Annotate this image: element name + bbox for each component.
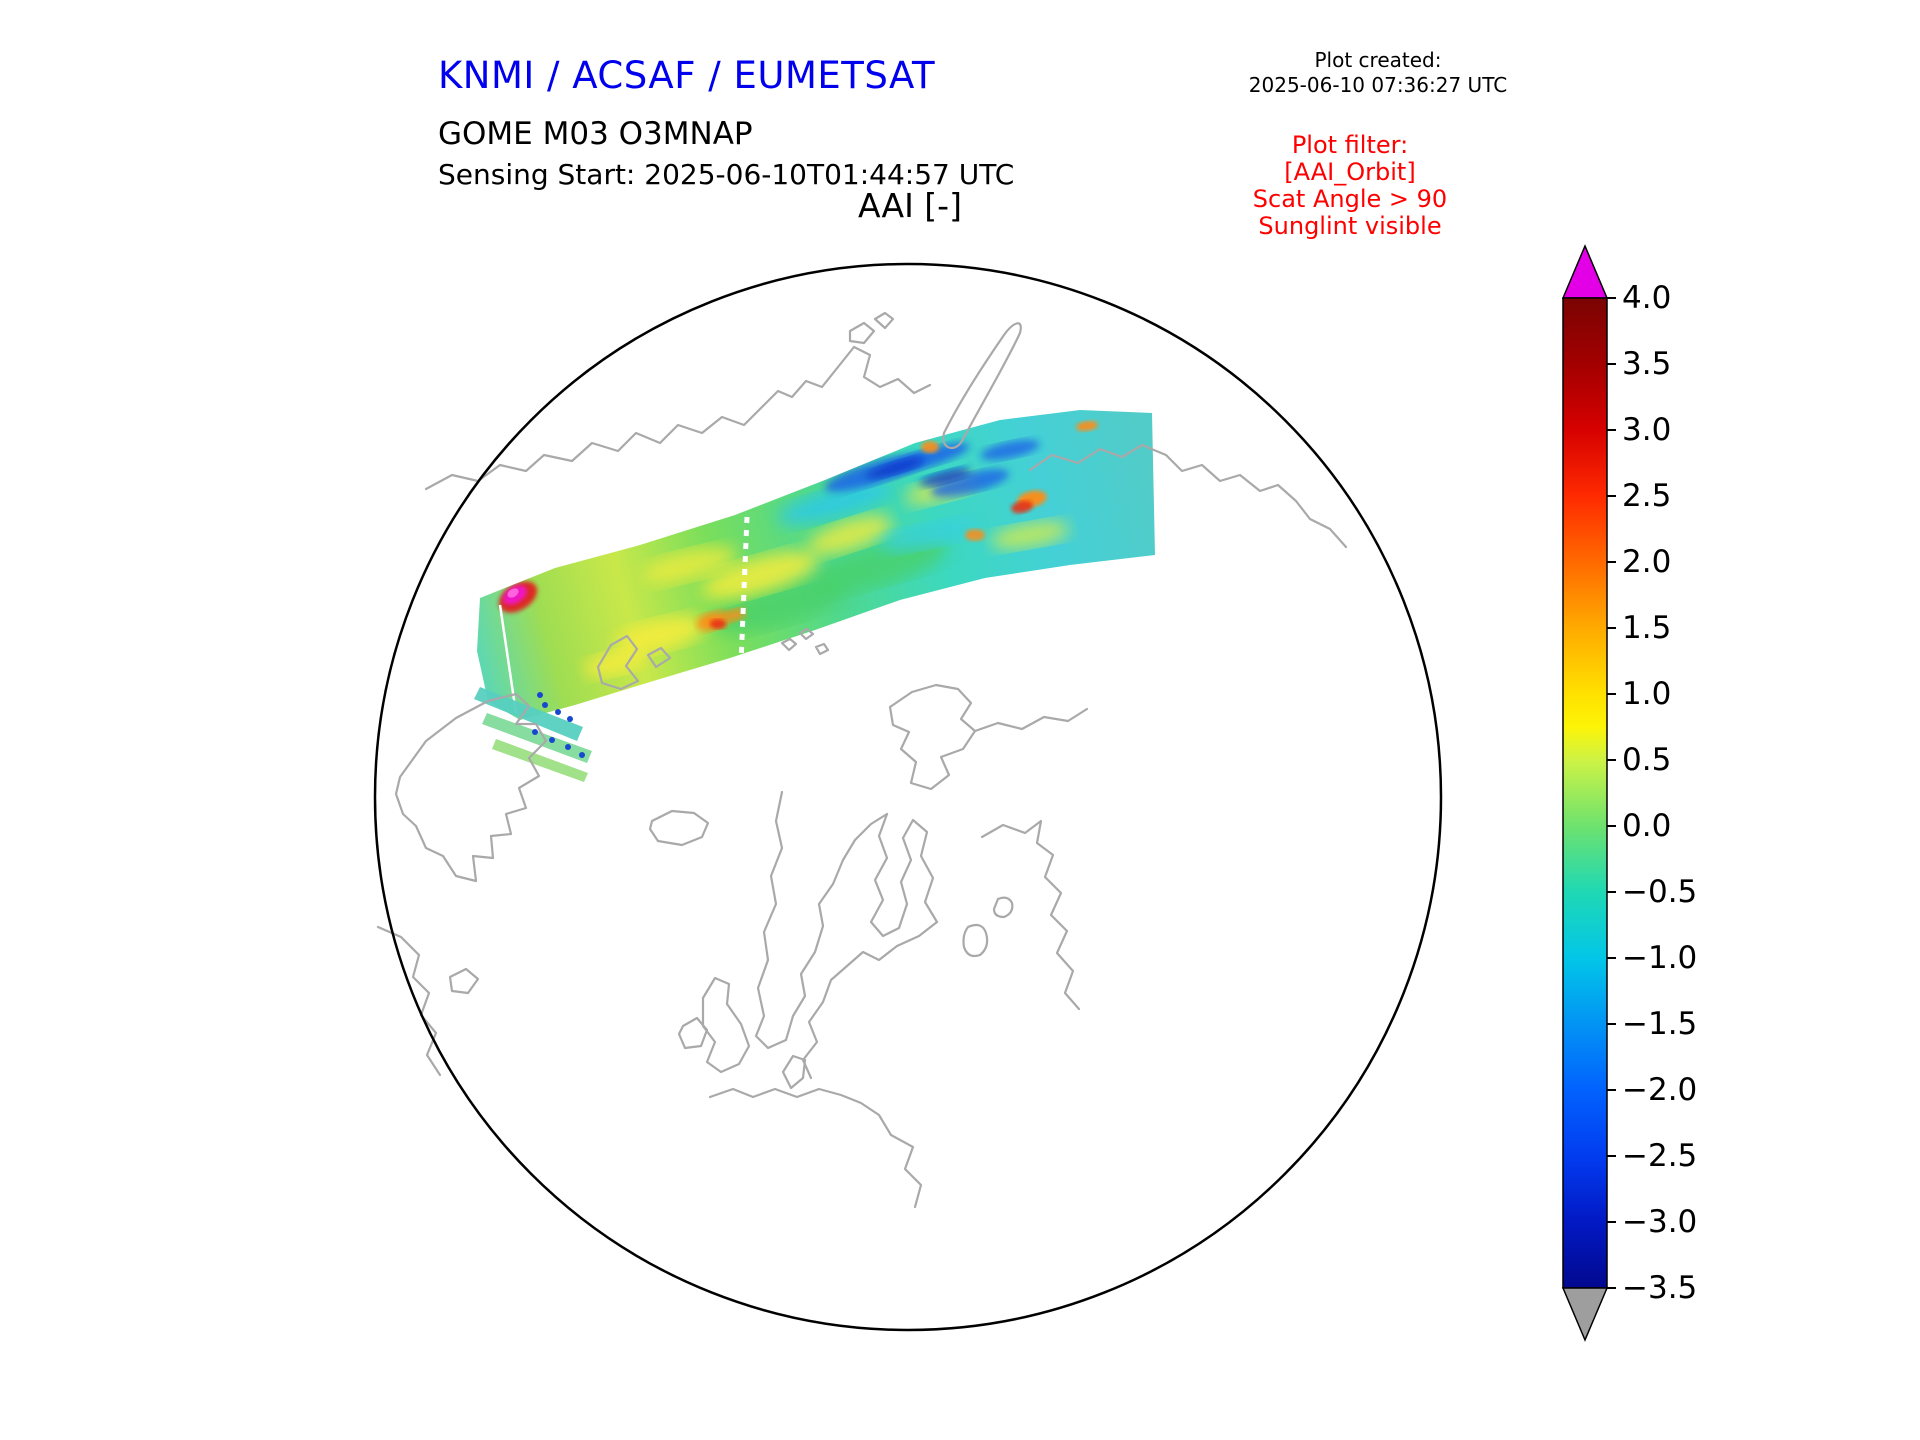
- coastlines: [376, 311, 1348, 1209]
- coastline-greenland: [394, 692, 548, 883]
- coastline-arctic-russia: [424, 345, 932, 491]
- coastline-baffin-island: [448, 967, 480, 995]
- colorbar-tick-label: −3.0: [1622, 1204, 1698, 1240]
- colorbar-tick-label: 0.5: [1622, 742, 1672, 778]
- plot-filter-line: Scat Angle > 90: [1252, 185, 1448, 213]
- coastline-baltic-south: [801, 920, 939, 1080]
- colorbar-tick-label: 3.0: [1622, 412, 1672, 448]
- coastline-europe-south: [708, 1087, 923, 1209]
- colorbar-tick-label: 3.5: [1622, 346, 1672, 382]
- coastline-bothnia-finland: [869, 812, 939, 938]
- plot-title: AAI [-]: [858, 186, 962, 225]
- swath-gap-line: [738, 516, 750, 664]
- colorbar-tick-label: −0.5: [1622, 874, 1698, 910]
- colorbar-gradient: [1562, 297, 1608, 1289]
- colorbar-tick-label: −2.5: [1622, 1138, 1698, 1174]
- coastline-novaya-zemlya: [942, 322, 1022, 450]
- colorbar-tick-label: 2.0: [1622, 544, 1672, 580]
- plot-filter-block: Plot filter: [AAI_Orbit] Scat Angle > 90…: [1195, 132, 1505, 240]
- colorbar-tick-label: 4.0: [1622, 280, 1672, 316]
- coastline-iceland: [648, 809, 710, 847]
- colorbar-tick-label: −3.5: [1622, 1270, 1698, 1306]
- polar-map: [373, 262, 1443, 1332]
- coastline-scandinavia: [754, 790, 889, 1050]
- coastline-franz-josef: [780, 627, 830, 656]
- colorbar-tick-label: 1.5: [1622, 610, 1672, 646]
- colorbar-tick-label: −1.5: [1622, 1006, 1698, 1042]
- plot-filter-line: Plot filter:: [1291, 131, 1409, 159]
- coastline-russia-east: [980, 819, 1081, 1011]
- lake-onega: [962, 923, 989, 958]
- swath-tail: [474, 687, 592, 782]
- org-title: KNMI / ACSAF / EUMETSAT: [438, 54, 936, 97]
- colorbar-under-arrow: [1561, 1287, 1609, 1342]
- swath-texture: [498, 420, 1098, 714]
- polar-map-circle: [373, 262, 1443, 1332]
- plot-filter-line: Sunglint visible: [1258, 212, 1442, 240]
- coastline-siberia-east: [1028, 443, 1348, 549]
- colorbar-tick-marks: [1607, 297, 1616, 1289]
- coastline-white-sea: [888, 683, 977, 791]
- coastline-canada: [376, 925, 442, 1077]
- coastline-russia-nw: [973, 707, 1089, 733]
- lake-ladoga: [992, 896, 1014, 919]
- product-title: GOME M03 O3MNAP: [438, 116, 753, 152]
- coastline-great-britain: [701, 976, 751, 1074]
- satellite-swath: [474, 410, 1155, 782]
- plot-created-value: 2025-06-10 07:36:27 UTC: [1248, 73, 1508, 97]
- colorbar-tick-label: −1.0: [1622, 940, 1698, 976]
- plot-created-label: Plot created:: [1314, 48, 1442, 72]
- plot-filter-line: [AAI_Orbit]: [1284, 158, 1416, 186]
- colorbar-tick-label: 2.5: [1622, 478, 1672, 514]
- coastline-denmark: [781, 1054, 807, 1090]
- colorbar-over-arrow: [1561, 244, 1609, 299]
- plot-created-block: Plot created: 2025-06-10 07:36:27 UTC: [1223, 48, 1533, 98]
- colorbar-tick-label: −2.0: [1622, 1072, 1698, 1108]
- colorbar: [1561, 244, 1616, 1342]
- coastline-ireland: [677, 1016, 709, 1050]
- colorbar-tick-label: 1.0: [1622, 676, 1672, 712]
- coastline-svalbard: [596, 634, 672, 691]
- colorbar-tick-label: 0.0: [1622, 808, 1672, 844]
- coastline-arctic-islands: [848, 311, 895, 345]
- sensing-start: Sensing Start: 2025-06-10T01:44:57 UTC: [438, 158, 1015, 191]
